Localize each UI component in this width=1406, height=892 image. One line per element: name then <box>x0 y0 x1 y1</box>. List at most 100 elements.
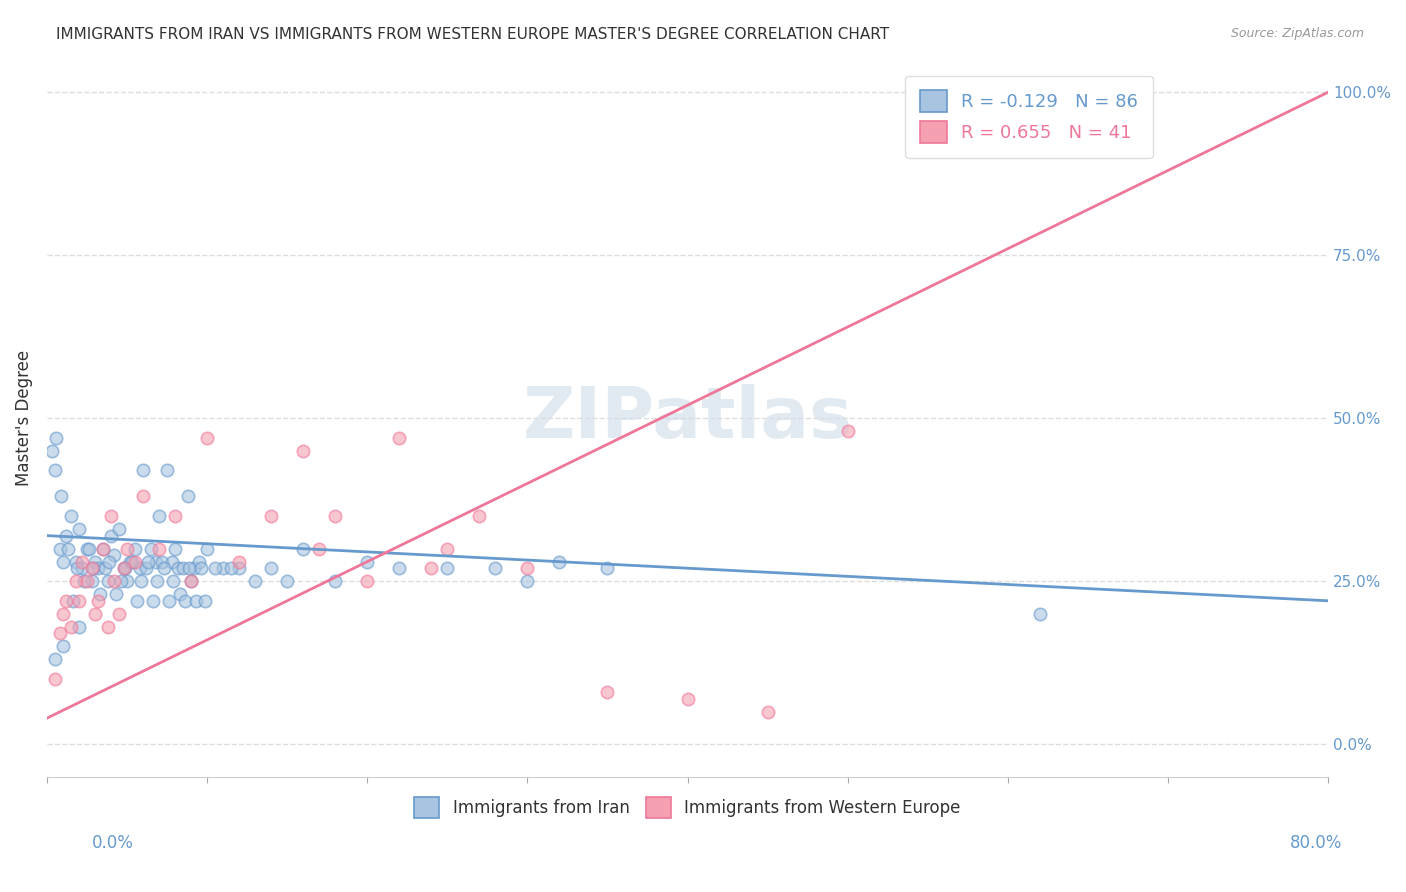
Point <box>1029 85 1052 99</box>
Point <box>388 431 411 445</box>
Point <box>132 463 155 477</box>
Point <box>112 561 135 575</box>
Point <box>292 541 315 556</box>
Point <box>52 607 75 621</box>
Point <box>676 691 699 706</box>
Point <box>59 509 82 524</box>
Text: Source: ZipAtlas.com: Source: ZipAtlas.com <box>1230 27 1364 40</box>
Point <box>131 574 153 589</box>
Point <box>125 594 148 608</box>
Point <box>80 561 103 575</box>
Point <box>156 463 179 477</box>
Point <box>436 561 458 575</box>
Point <box>70 561 93 575</box>
Point <box>77 541 100 556</box>
Point <box>388 561 411 575</box>
Point <box>204 561 226 575</box>
Legend: Immigrants from Iran, Immigrants from Western Europe: Immigrants from Iran, Immigrants from We… <box>406 789 969 826</box>
Point <box>120 555 142 569</box>
Point <box>139 541 162 556</box>
Point <box>110 574 132 589</box>
Point <box>76 541 98 556</box>
Point <box>80 574 103 589</box>
Point <box>51 490 73 504</box>
Text: 0.0%: 0.0% <box>91 834 134 852</box>
Point <box>124 555 146 569</box>
Point <box>98 555 121 569</box>
Point <box>276 574 298 589</box>
Point <box>190 561 212 575</box>
Point <box>180 574 202 589</box>
Point <box>323 574 346 589</box>
Text: ZIPatlas: ZIPatlas <box>523 384 852 453</box>
Point <box>420 561 443 575</box>
Point <box>150 555 173 569</box>
Text: 80.0%: 80.0% <box>1291 834 1343 852</box>
Point <box>65 555 87 569</box>
Point <box>128 561 150 575</box>
Point <box>44 652 66 666</box>
Point <box>188 555 211 569</box>
Point <box>548 555 571 569</box>
Point <box>67 594 90 608</box>
Point <box>292 443 315 458</box>
Point <box>136 555 159 569</box>
Point <box>115 541 138 556</box>
Text: IMMIGRANTS FROM IRAN VS IMMIGRANTS FROM WESTERN EUROPE MASTER'S DEGREE CORRELATI: IMMIGRANTS FROM IRAN VS IMMIGRANTS FROM … <box>56 27 890 42</box>
Point <box>172 561 194 575</box>
Y-axis label: Master's Degree: Master's Degree <box>15 351 32 486</box>
Point <box>169 587 191 601</box>
Point <box>596 685 619 699</box>
Point <box>66 561 89 575</box>
Point <box>48 541 70 556</box>
Point <box>97 620 120 634</box>
Point <box>121 555 143 569</box>
Point <box>356 555 378 569</box>
Point <box>91 541 114 556</box>
Point <box>55 528 77 542</box>
Point <box>104 587 127 601</box>
Point <box>756 705 779 719</box>
Point <box>323 509 346 524</box>
Point <box>837 424 859 438</box>
Point <box>65 574 87 589</box>
Point <box>596 561 619 575</box>
Point <box>84 607 107 621</box>
Point <box>103 574 125 589</box>
Point <box>41 443 63 458</box>
Point <box>82 561 104 575</box>
Point <box>108 522 131 536</box>
Point <box>146 574 169 589</box>
Point <box>145 555 167 569</box>
Point <box>308 541 330 556</box>
Point <box>195 431 218 445</box>
Point <box>45 431 67 445</box>
Point <box>153 561 176 575</box>
Point <box>468 509 491 524</box>
Point <box>260 509 283 524</box>
Point <box>157 594 180 608</box>
Point <box>87 594 110 608</box>
Point <box>56 541 79 556</box>
Point <box>228 555 250 569</box>
Point <box>243 574 266 589</box>
Point <box>179 561 201 575</box>
Point <box>162 574 184 589</box>
Point <box>100 509 122 524</box>
Point <box>195 541 218 556</box>
Point <box>260 561 283 575</box>
Point <box>55 594 77 608</box>
Point <box>180 574 202 589</box>
Point <box>103 548 125 562</box>
Point <box>112 561 135 575</box>
Point <box>184 594 207 608</box>
Point <box>76 574 98 589</box>
Point <box>91 541 114 556</box>
Point <box>67 620 90 634</box>
Point <box>163 509 186 524</box>
Point <box>212 561 235 575</box>
Point <box>124 541 146 556</box>
Point <box>48 626 70 640</box>
Point <box>173 594 195 608</box>
Point <box>219 561 242 575</box>
